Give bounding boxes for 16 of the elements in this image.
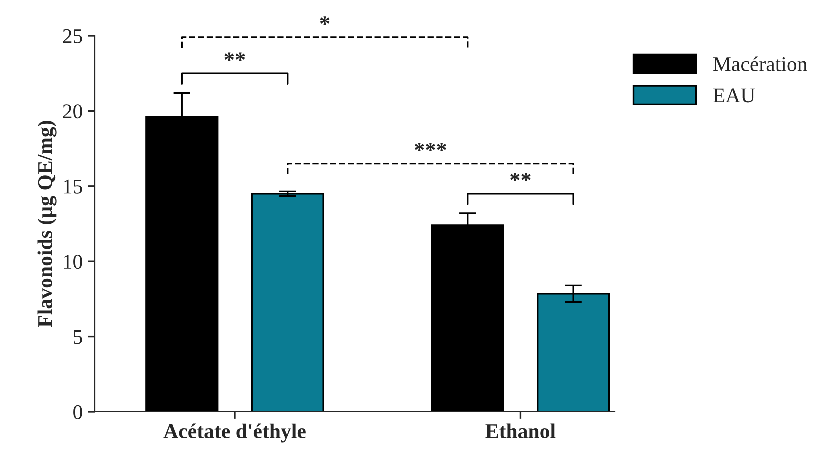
annotation: *** [414, 142, 446, 152]
y-tick-label: 10 [64, 254, 82, 270]
legend-label: Macération [714, 56, 808, 72]
y-axis-title: Flavonoids (µg QE/mg) [38, 121, 57, 328]
text: * [320, 16, 330, 25]
y-tick-label: 20 [63, 104, 82, 119]
y-tick-label: 15 [64, 180, 82, 194]
y-tick-label: 0 [74, 405, 82, 420]
annotation: ** [510, 173, 531, 182]
bar [251, 193, 324, 412]
x-tick-label: Acétate d'éthyle [164, 424, 306, 443]
y-tick-label: 5 [74, 330, 82, 344]
legend-label: EAU [714, 88, 756, 103]
x-tick-label: Ethanol [486, 424, 556, 438]
annotation: ** [224, 52, 246, 62]
y-tick-label: 25 [63, 29, 82, 44]
